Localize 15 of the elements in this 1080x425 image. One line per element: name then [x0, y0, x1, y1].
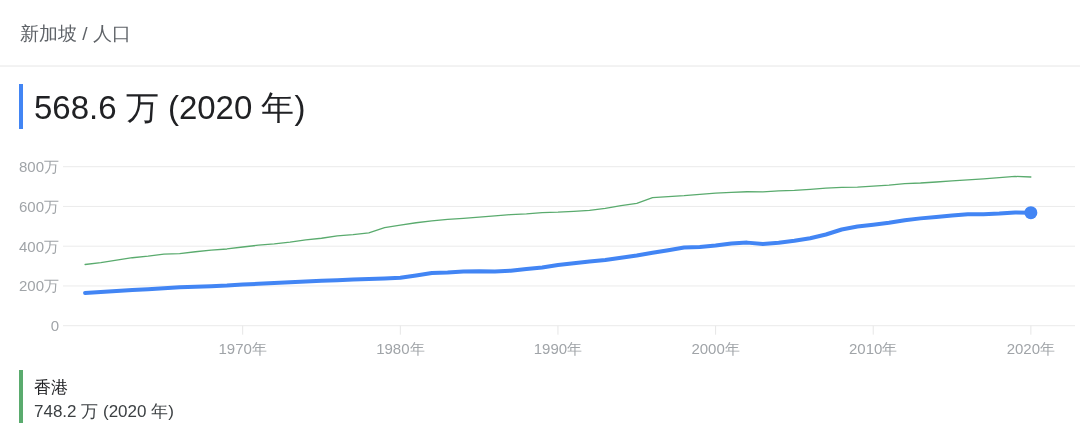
y-tick-label: 0: [50, 317, 59, 335]
x-tick-label: 2010年: [849, 340, 898, 357]
y-tick-label: 200万: [18, 277, 59, 295]
y-tick-label: 600万: [18, 197, 59, 215]
chart-subtitle: 568.6 万 (2020 年): [34, 89, 306, 126]
y-tick-label: 400万: [18, 237, 59, 255]
chart-title: 新加坡 / 人口: [20, 23, 131, 44]
annotation: 748.2 万 (2020 年): [34, 402, 174, 421]
x-tick-label: 1970年: [218, 340, 267, 357]
x-tick-label: 2000年: [691, 340, 740, 357]
legend: 香港: [34, 378, 68, 397]
x-tick-label: 1980年: [376, 340, 425, 357]
y-tick-label: 800万: [18, 158, 59, 176]
x-tick-label: 2020年: [1006, 340, 1056, 357]
x-tick-label: 1990年: [533, 340, 583, 357]
